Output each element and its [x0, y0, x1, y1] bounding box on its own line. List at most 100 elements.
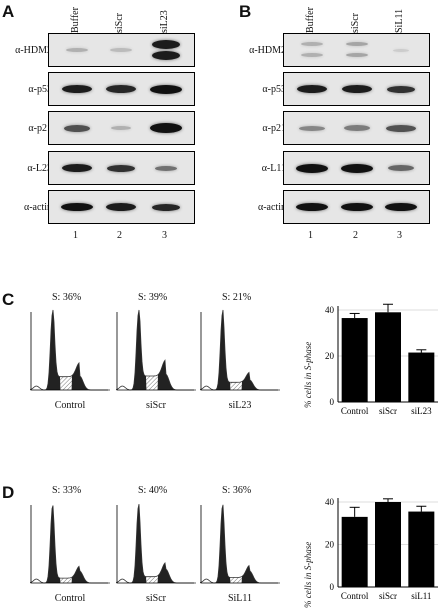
lane-number-3: 3 [397, 230, 402, 241]
histogram-outline [200, 309, 280, 391]
bar-siL23 [408, 352, 435, 402]
y-tick-label: 40 [325, 305, 335, 315]
band-lane-1 [61, 203, 93, 211]
lane-header-1: Buffer [305, 7, 316, 33]
band-lane-2 [106, 203, 136, 211]
blot-3 [283, 151, 430, 185]
lane-number-1: 1 [73, 230, 78, 241]
g1-peak [128, 310, 147, 390]
blot-0 [48, 33, 195, 67]
histogram-outline [30, 505, 110, 584]
y-tick-label: 40 [325, 497, 335, 507]
band-lane-1 [296, 163, 328, 173]
panel-b-letter: B [239, 2, 252, 21]
blot-3 [48, 151, 195, 185]
x-tick-label-siL23: siL23 [411, 406, 432, 416]
band-lane-2 [341, 163, 373, 173]
band-lane-1 [62, 164, 92, 172]
blot-label-4: α-actin [23, 202, 52, 213]
band-lane-2 [346, 42, 368, 46]
lane-header-2: siScr [114, 13, 125, 33]
s-phase-label-3: S: 36% [222, 485, 252, 496]
flow-histogram-2 [116, 309, 196, 391]
band-lane-3 [152, 39, 180, 49]
band-lane-3 [386, 124, 416, 132]
panel-d-bar-chart: 0 20 40 Control siScr siL11 [325, 497, 438, 601]
band-lane-1 [62, 85, 92, 93]
flow-caption-2: siScr [146, 593, 166, 604]
flow-histogram-2 [116, 504, 196, 584]
y-tick-label: 0 [330, 582, 335, 592]
band-lane-2 [346, 53, 368, 57]
blot-label-4: α-actin [257, 202, 286, 213]
band-lane-1 [301, 42, 323, 46]
band-lane-1 [296, 203, 328, 211]
flow-caption-1: Control [54, 593, 86, 604]
band-lane-3 [393, 48, 409, 52]
s-phase-label-3: S: 21% [222, 292, 252, 303]
flow-histogram-3 [200, 504, 280, 584]
lane-header-3: siL23 [159, 10, 170, 33]
blot-label-2: α-p21 [28, 123, 52, 134]
band-lane-3 [150, 123, 182, 133]
panel-c-bar-chart: 0 20 40 Control siScr siL23 [325, 303, 438, 416]
histogram-axes [200, 312, 278, 391]
x-tick-label-siScr: siScr [379, 406, 397, 416]
band-lane-2 [341, 203, 373, 211]
blot-label-0: α-HDM2 [249, 45, 286, 56]
bar-siScr [375, 502, 401, 587]
blot-2 [48, 111, 195, 145]
band-lane-2 [110, 48, 132, 52]
g2-peak [71, 566, 90, 583]
histogram-axes [116, 505, 194, 584]
band-lane-3 [152, 50, 180, 60]
lane-number-1: 1 [308, 230, 313, 241]
band-lane-3 [385, 203, 417, 211]
flow-histogram-3 [200, 309, 280, 391]
blot-1 [48, 72, 195, 106]
panel-c-letter: C [2, 290, 15, 309]
s-phase-label-2: S: 39% [138, 292, 168, 303]
blot-label-1: α-p53 [28, 84, 52, 95]
lane-number-3: 3 [162, 230, 167, 241]
histogram-axes [30, 312, 108, 391]
blot-label-2: α-p21 [262, 123, 286, 134]
histogram-outline [116, 504, 196, 584]
band-lane-3 [387, 85, 415, 93]
panel-d-letter: D [2, 483, 15, 502]
bar-siL11 [408, 511, 435, 587]
blot-1 [283, 72, 430, 106]
blot-label-1: α-p53 [262, 84, 286, 95]
flow-caption-1: Control [54, 400, 86, 411]
panel-a-letter: A [2, 2, 15, 21]
band-lane-3 [150, 84, 182, 94]
s-phase-label-1: S: 36% [52, 292, 82, 303]
band-lane-1 [299, 125, 325, 131]
band-lane-3 [388, 165, 414, 171]
bar-Control [341, 318, 368, 402]
flow-caption-3: siL23 [228, 400, 252, 411]
histogram-axes [116, 312, 194, 391]
y-tick-label: 0 [330, 397, 335, 407]
histogram-axes [30, 505, 108, 584]
band-lane-3 [155, 165, 177, 171]
histogram-axes [200, 505, 278, 584]
x-tick-label-Control: Control [341, 406, 369, 416]
y-tick-label: 20 [325, 540, 335, 550]
g1-peak [42, 310, 61, 390]
band-lane-2 [107, 164, 135, 172]
band-lane-2 [342, 85, 372, 93]
g2-peak [71, 362, 90, 390]
flow-caption-2: siScr [146, 400, 166, 411]
blot-2 [283, 111, 430, 145]
band-lane-1 [66, 48, 88, 52]
x-tick-label-siL11: siL11 [411, 591, 431, 601]
blot-label-3: α-L23 [27, 163, 52, 174]
flow-histogram-1 [30, 505, 110, 584]
bar-siScr [375, 312, 401, 402]
blot-4 [48, 190, 195, 224]
band-lane-1 [297, 85, 327, 93]
bar-Control [341, 516, 368, 587]
blot-label-0: α-HDM2 [15, 45, 52, 56]
flow-caption-3: SiL11 [227, 593, 253, 604]
